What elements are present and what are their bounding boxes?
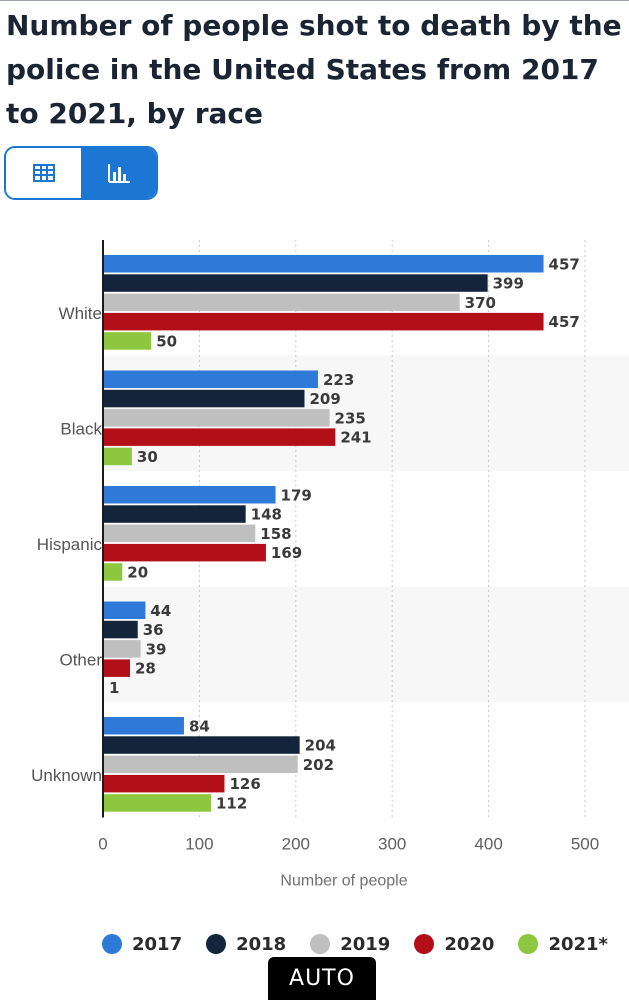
data-label: 204 (305, 737, 336, 755)
data-label: 20 (127, 563, 148, 581)
legend-item-2017[interactable]: 2017 (102, 934, 182, 955)
bar-black-2018 (103, 389, 305, 408)
data-label: 158 (260, 525, 291, 543)
chart-view-button[interactable] (81, 148, 156, 198)
data-label: 202 (303, 756, 334, 774)
data-label: 44 (150, 602, 171, 620)
auto-badge[interactable]: AUTO (268, 957, 376, 1000)
chart-title: Number of people shot to death by the po… (6, 9, 622, 130)
data-label: 148 (251, 506, 282, 524)
legend-item-2019[interactable]: 2019 (310, 934, 390, 955)
data-label: 1 (109, 679, 119, 697)
legend-label: 2018 (236, 933, 287, 955)
table-icon (32, 164, 55, 182)
legend-swatch (310, 934, 331, 954)
x-tick-label: 100 (185, 835, 213, 854)
bar-white-2017 (103, 255, 544, 273)
x-tick-label: 500 (571, 835, 599, 854)
data-label: 457 (549, 313, 580, 331)
bar-hispanic-2020 (103, 543, 266, 562)
category-band (103, 586, 629, 702)
bar-black-2017 (103, 370, 318, 388)
legend-swatch (414, 934, 435, 954)
legend-label: 2017 (132, 933, 183, 955)
bar-hispanic-2017 (103, 486, 276, 504)
view-toggle (4, 146, 158, 200)
data-label: 223 (323, 371, 354, 389)
bar-other-2017 (103, 601, 146, 619)
bar-unknown-2019 (103, 755, 298, 774)
legend-item-2018[interactable]: 2018 (206, 934, 286, 955)
bar-other-2019 (103, 640, 141, 658)
x-tick-label: 200 (282, 835, 310, 854)
data-label: 36 (143, 621, 164, 639)
bar-black-2019 (103, 409, 330, 427)
bar-chart-icon (108, 164, 130, 183)
bar-unknown-2017 (103, 717, 184, 735)
data-label: 209 (309, 390, 340, 408)
x-tick-label: 400 (474, 835, 502, 854)
data-label: 28 (135, 660, 156, 678)
legend-item-2020[interactable]: 2020 (414, 934, 494, 955)
table-view-button[interactable] (6, 148, 81, 198)
data-label: 169 (271, 544, 302, 562)
legend-swatch (206, 934, 227, 954)
data-label: 241 (340, 429, 371, 447)
category-label: White (59, 304, 102, 323)
bar-white-2020 (103, 312, 544, 331)
bar-hispanic-2019 (103, 524, 256, 543)
category-label: Black (60, 420, 102, 439)
bar-hispanic-2018 (103, 505, 246, 523)
data-label: 370 (465, 294, 496, 312)
legend-label: 2019 (340, 933, 391, 955)
legend: 2017 2018 2019 2020 2021* (102, 930, 629, 958)
legend-swatch (102, 934, 122, 954)
data-label: 50 (156, 332, 177, 350)
data-label: 235 (335, 409, 366, 427)
x-tick-label: 0 (98, 835, 107, 854)
legend-label: 2020 (444, 933, 495, 955)
legend-item-2021[interactable]: 2021* (518, 934, 608, 955)
data-label: 112 (216, 794, 247, 812)
data-label: 399 (493, 275, 524, 293)
bar-black-2020 (103, 428, 336, 446)
legend-swatch (518, 934, 539, 954)
data-label: 457 (549, 255, 580, 273)
category-label: Other (59, 651, 102, 670)
bar-unknown-2021 (103, 794, 211, 812)
category-label: Unknown (31, 766, 102, 785)
bar-unknown-2020 (103, 774, 225, 793)
bar-other-2020 (103, 659, 130, 677)
x-tick-label: 300 (378, 835, 406, 854)
data-label: 126 (229, 775, 260, 793)
bar-hispanic-2021 (103, 563, 123, 581)
bar-white-2019 (103, 293, 460, 312)
bar-other-2018 (103, 620, 138, 639)
data-label: 39 (146, 640, 167, 658)
data-label: 179 (281, 486, 312, 504)
bar-white-2021 (103, 332, 152, 350)
category-label: Hispanic (37, 535, 103, 554)
bar-white-2018 (103, 274, 488, 292)
legend-label: 2021* (548, 933, 608, 955)
data-label: 30 (137, 448, 158, 466)
bar-unknown-2018 (103, 736, 300, 754)
x-axis-title: Number of people (280, 873, 407, 890)
top-divider (0, 0, 629, 1)
bar-black-2021 (103, 447, 132, 466)
data-label: 84 (189, 717, 210, 735)
